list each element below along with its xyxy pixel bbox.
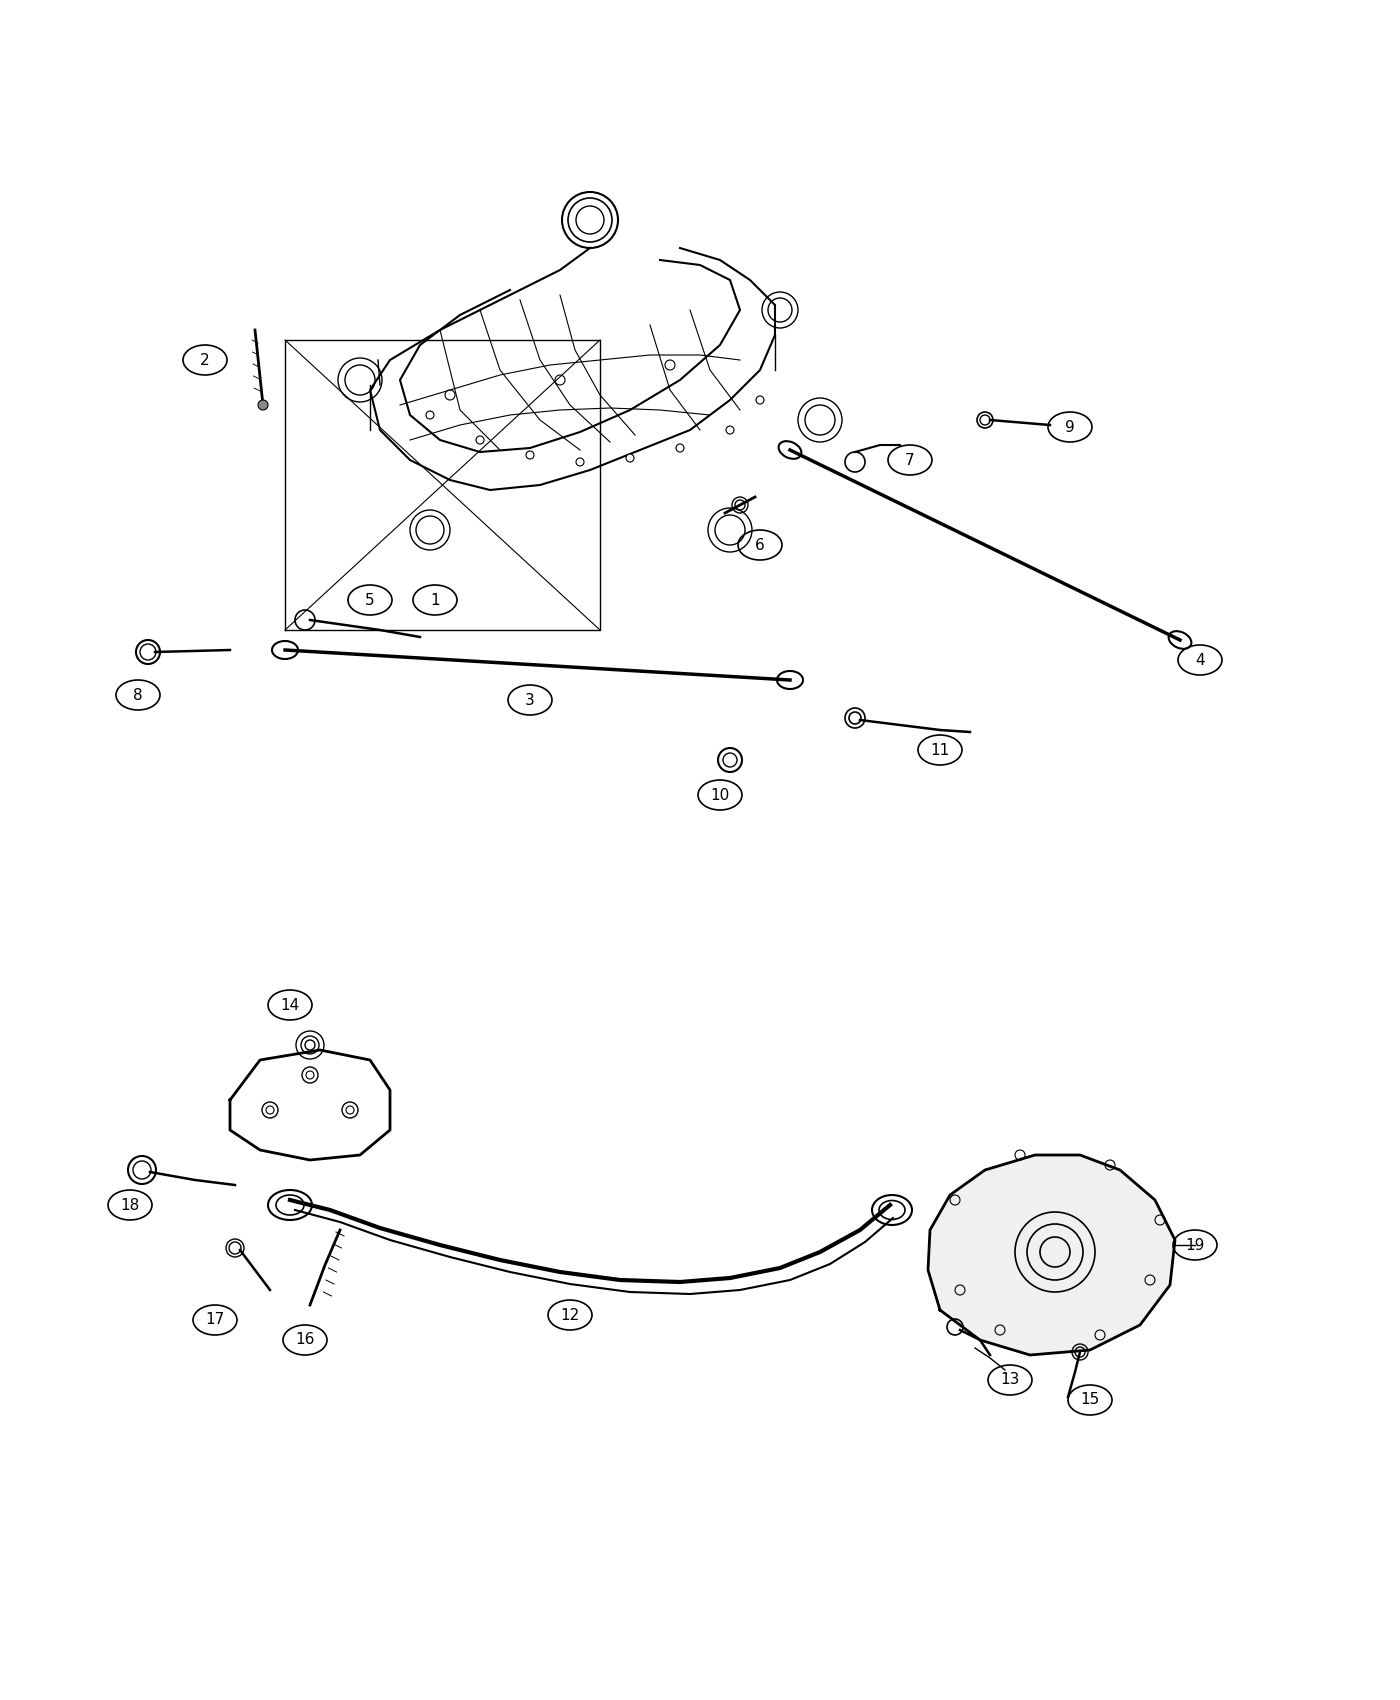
- Text: 14: 14: [280, 998, 300, 1013]
- Text: 7: 7: [906, 452, 914, 468]
- Text: 18: 18: [120, 1197, 140, 1212]
- Text: 4: 4: [1196, 653, 1205, 668]
- Text: 8: 8: [133, 687, 143, 702]
- Text: 16: 16: [295, 1333, 315, 1348]
- Circle shape: [756, 396, 764, 405]
- Text: 15: 15: [1081, 1392, 1099, 1408]
- Circle shape: [676, 444, 685, 452]
- Text: 5: 5: [365, 593, 375, 607]
- Circle shape: [476, 435, 484, 444]
- Text: 17: 17: [206, 1312, 224, 1328]
- Circle shape: [258, 400, 267, 410]
- Text: 11: 11: [931, 743, 949, 758]
- Circle shape: [626, 454, 634, 462]
- Text: 19: 19: [1186, 1238, 1204, 1253]
- Text: 13: 13: [1001, 1372, 1019, 1387]
- Text: 2: 2: [200, 352, 210, 367]
- Text: 6: 6: [755, 537, 764, 553]
- Circle shape: [526, 450, 533, 459]
- Text: 10: 10: [710, 787, 729, 802]
- Text: 12: 12: [560, 1307, 580, 1323]
- Circle shape: [727, 427, 734, 434]
- Text: 1: 1: [430, 593, 440, 607]
- Text: 9: 9: [1065, 420, 1075, 435]
- Circle shape: [575, 457, 584, 466]
- Text: 3: 3: [525, 692, 535, 707]
- Circle shape: [426, 411, 434, 418]
- Polygon shape: [928, 1154, 1175, 1355]
